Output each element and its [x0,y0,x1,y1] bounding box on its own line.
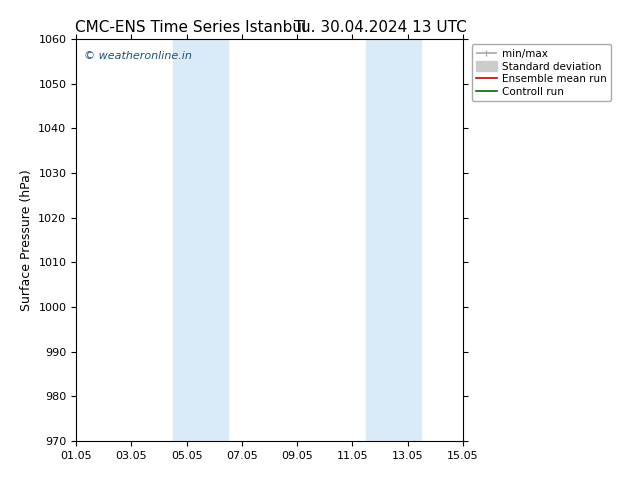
Bar [172,39,228,441]
Text: © weatheronline.in: © weatheronline.in [84,51,191,61]
Y-axis label: Surface Pressure (hPa): Surface Pressure (hPa) [20,169,33,311]
Bar [366,39,422,441]
Text: Tu. 30.04.2024 13 UTC: Tu. 30.04.2024 13 UTC [294,20,467,35]
Text: CMC-ENS Time Series Istanbul: CMC-ENS Time Series Istanbul [75,20,306,35]
Legend: min/max, Standard deviation, Ensemble mean run, Controll run: min/max, Standard deviation, Ensemble me… [472,45,611,101]
